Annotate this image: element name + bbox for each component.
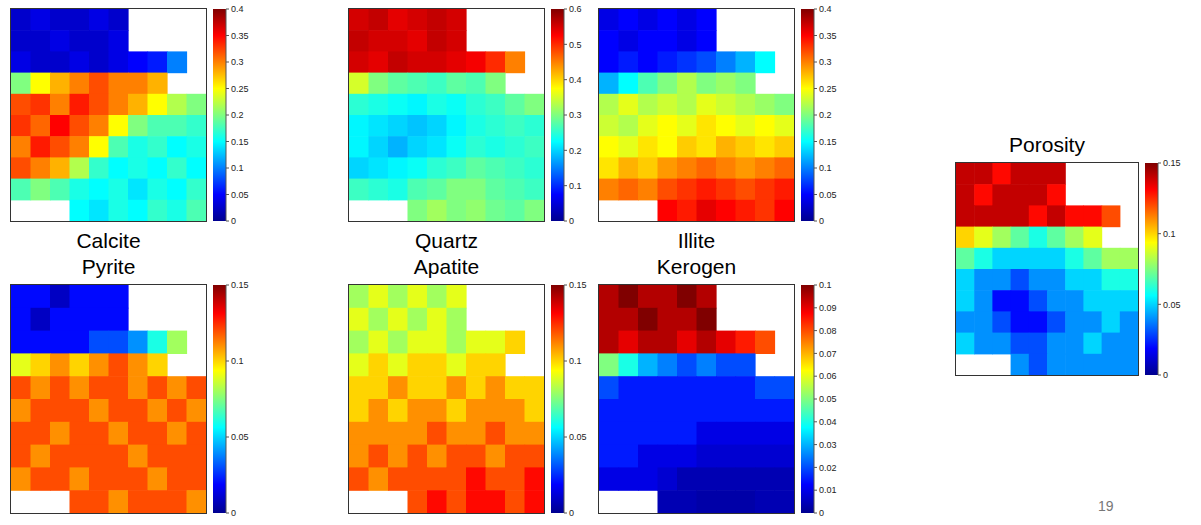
svg-text:0.1: 0.1 bbox=[819, 280, 832, 290]
svg-text:0.35: 0.35 bbox=[231, 31, 249, 41]
html-text:Quartz: Quartz bbox=[415, 229, 478, 252]
svg-text:0.2: 0.2 bbox=[231, 110, 244, 120]
html-text:Pyrite: Pyrite bbox=[81, 255, 136, 278]
html-text:19: 19 bbox=[1098, 498, 1114, 514]
html-text:Illite: Illite bbox=[677, 229, 716, 252]
svg-text:0.05: 0.05 bbox=[1163, 300, 1181, 310]
svg-text:0.3: 0.3 bbox=[231, 57, 244, 67]
svg-text:0.05: 0.05 bbox=[231, 432, 249, 442]
svg-text:0.05: 0.05 bbox=[819, 394, 837, 404]
svg-text:0.35: 0.35 bbox=[819, 31, 837, 41]
html-text:Calcite: Calcite bbox=[76, 229, 141, 252]
svg-text:0.15: 0.15 bbox=[231, 280, 249, 290]
svg-text:0.1: 0.1 bbox=[231, 356, 244, 366]
html-text:Kerogen: Kerogen bbox=[656, 255, 737, 278]
svg-text:0.6: 0.6 bbox=[569, 4, 582, 14]
svg-text:0.1: 0.1 bbox=[231, 163, 244, 173]
svg-text:0: 0 bbox=[231, 216, 236, 226]
svg-text:0.01: 0.01 bbox=[819, 485, 837, 495]
svg-text:0.5: 0.5 bbox=[569, 40, 582, 50]
svg-text:0.15: 0.15 bbox=[1163, 158, 1181, 168]
svg-text:0.1: 0.1 bbox=[569, 181, 582, 191]
html-text:Apatite: Apatite bbox=[413, 255, 480, 278]
svg-text:0: 0 bbox=[819, 508, 824, 518]
svg-text:0.25: 0.25 bbox=[231, 84, 249, 94]
svg-text:0.15: 0.15 bbox=[569, 280, 587, 290]
svg-text:0.04: 0.04 bbox=[819, 417, 837, 427]
svg-text:0.08: 0.08 bbox=[819, 326, 837, 336]
svg-text:0.1: 0.1 bbox=[819, 163, 832, 173]
svg-text:0.15: 0.15 bbox=[231, 137, 249, 147]
svg-text:0.02: 0.02 bbox=[819, 463, 837, 473]
svg-text:0.05: 0.05 bbox=[819, 190, 837, 200]
svg-text:0.2: 0.2 bbox=[569, 146, 582, 156]
svg-text:0.2: 0.2 bbox=[819, 110, 832, 120]
svg-text:0.05: 0.05 bbox=[569, 432, 587, 442]
svg-text:0.05: 0.05 bbox=[231, 190, 249, 200]
svg-text:0.25: 0.25 bbox=[819, 84, 837, 94]
svg-text:0.07: 0.07 bbox=[819, 349, 837, 359]
svg-text:0: 0 bbox=[231, 508, 236, 518]
svg-text:0.15: 0.15 bbox=[819, 137, 837, 147]
svg-text:0.09: 0.09 bbox=[819, 303, 837, 313]
svg-text:0.4: 0.4 bbox=[819, 4, 832, 14]
svg-text:0.3: 0.3 bbox=[819, 57, 832, 67]
svg-text:0: 0 bbox=[1163, 370, 1168, 380]
svg-text:0: 0 bbox=[819, 216, 824, 226]
svg-text:0.4: 0.4 bbox=[231, 4, 244, 14]
svg-text:0: 0 bbox=[569, 216, 574, 226]
svg-text:0: 0 bbox=[569, 508, 574, 518]
html-text:Porosity: Porosity bbox=[1009, 133, 1085, 156]
svg-text:0.1: 0.1 bbox=[569, 356, 582, 366]
svg-text:0.06: 0.06 bbox=[819, 371, 837, 381]
svg-text:0.03: 0.03 bbox=[819, 440, 837, 450]
svg-text:0.1: 0.1 bbox=[1163, 229, 1176, 239]
svg-text:0.4: 0.4 bbox=[569, 75, 582, 85]
svg-text:0.3: 0.3 bbox=[569, 110, 582, 120]
